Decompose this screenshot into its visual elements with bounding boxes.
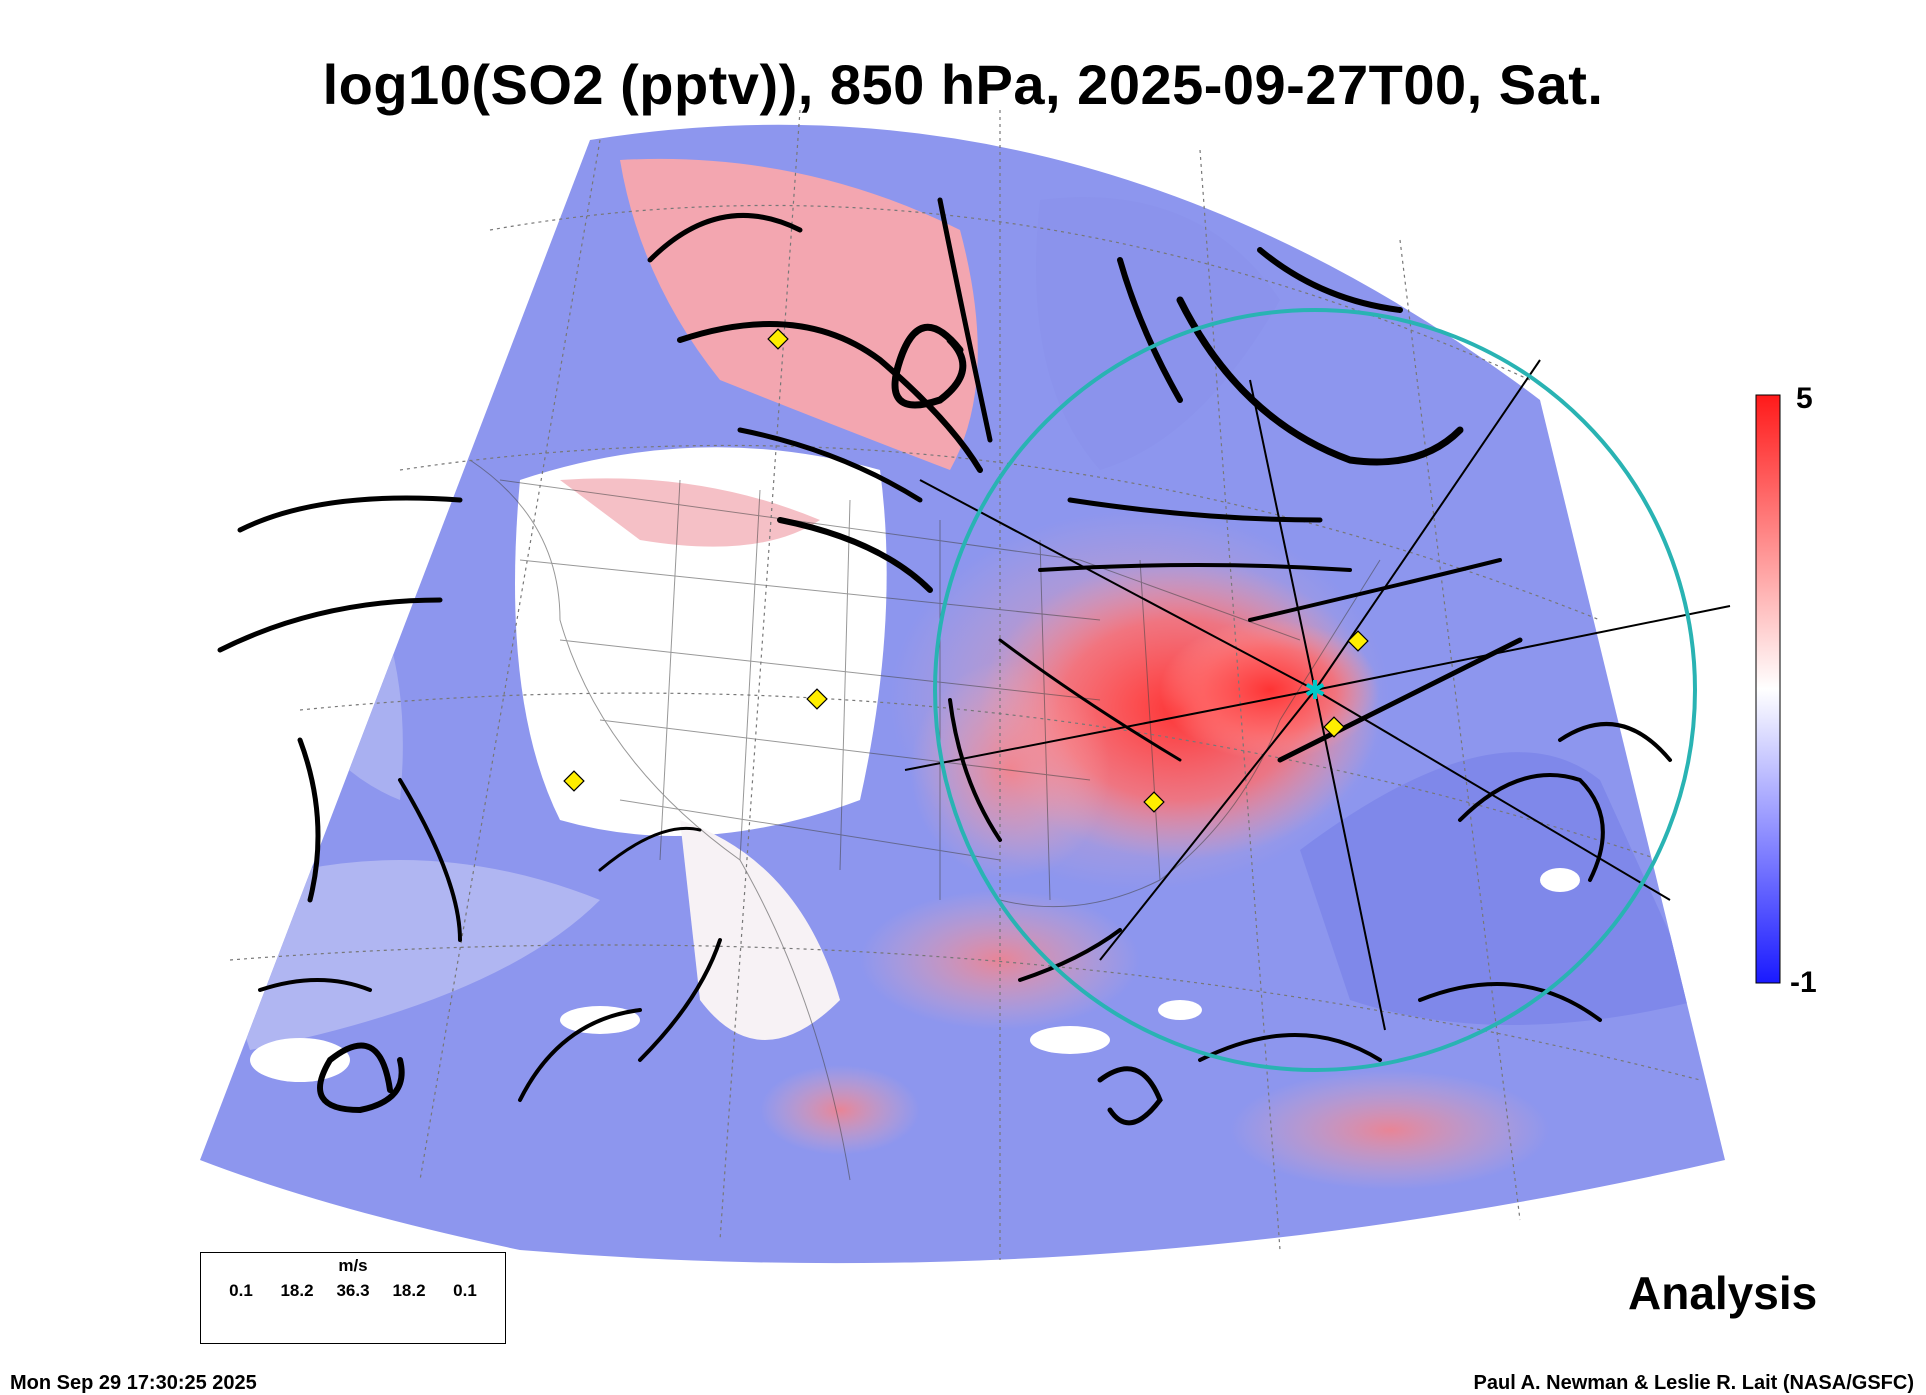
marker-new-york: [1347, 630, 1369, 652]
chart-title: log10(SO2 (pptv)), 850 hPa, 2025-09-27T0…: [322, 53, 1604, 116]
marker-north-canada: [767, 328, 789, 350]
marker-southern-california: [563, 770, 585, 792]
range-circle: [933, 308, 1697, 1072]
wind-streamlines: [217, 197, 1672, 1126]
marker-washington-dc: [1323, 716, 1345, 738]
wind-legend-unit: m/s: [338, 1256, 368, 1275]
colorbar-max-label: 5: [1796, 382, 1813, 415]
wind-legend-tick: 0.1: [453, 1281, 477, 1300]
colorbar: [1755, 394, 1781, 984]
trajectory-lines: [904, 359, 1731, 1031]
wind-legend-tick: 36.3: [336, 1281, 370, 1300]
credit: Paul A. Newman & Leslie R. Lait (NASA/GS…: [1473, 1372, 1914, 1394]
center-star-icon: ✱: [1304, 676, 1326, 706]
wind-legend-tick: 18.2: [392, 1281, 426, 1300]
marker-colorado: [806, 688, 828, 710]
location-markers: ✱: [563, 328, 1369, 813]
political-boundaries: [469, 459, 1381, 1181]
wind-legend: m/s 0.1 18.2 36.3 18.2 0.1: [200, 1252, 506, 1344]
timestamp: Mon Sep 29 17:30:25 2025: [10, 1372, 257, 1394]
colorbar-min-label: -1: [1790, 966, 1817, 999]
analysis-label: Analysis: [1628, 1267, 1818, 1319]
wind-legend-tick: 0.1: [229, 1281, 253, 1300]
wind-legend-tick: 18.2: [280, 1281, 314, 1300]
marker-alabama: [1143, 791, 1165, 813]
